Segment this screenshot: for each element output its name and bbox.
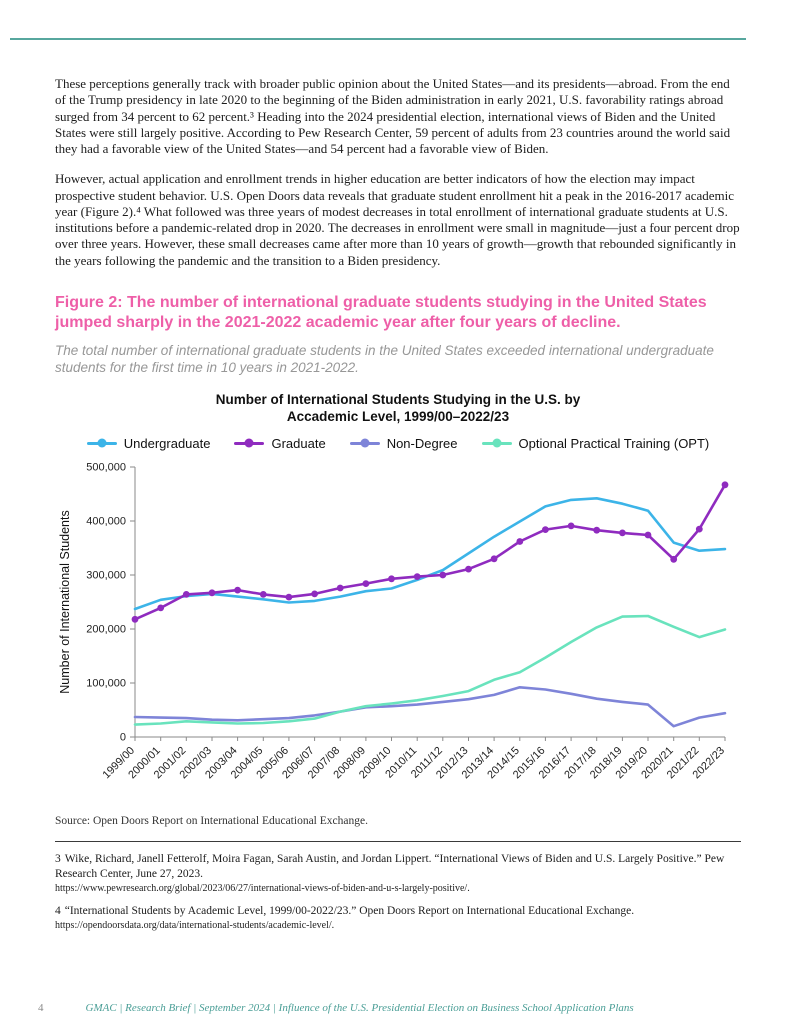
series-marker xyxy=(208,589,216,597)
y-axis-label: Number of International Students xyxy=(58,510,72,693)
chart-title-line-1: Number of International Students Studyin… xyxy=(215,391,581,407)
series-marker xyxy=(388,575,395,583)
header-rule xyxy=(10,38,746,40)
series-line xyxy=(133,483,727,621)
legend-label: Graduate xyxy=(271,435,326,451)
series-line xyxy=(133,685,727,728)
series-marker xyxy=(567,522,575,530)
series-marker xyxy=(721,481,729,489)
series-marker xyxy=(234,586,242,594)
footnote-text: Wike, Richard, Janell Fetterolf, Moira F… xyxy=(55,852,725,880)
series-marker xyxy=(182,590,190,598)
y-tick-label: 500,000 xyxy=(86,461,126,473)
y-tick-label: 300,000 xyxy=(86,569,126,581)
series-marker xyxy=(362,580,370,587)
footnote-separator xyxy=(55,840,741,842)
legend-item: Undergraduate xyxy=(86,435,211,451)
figure-title: Figure 2: The number of international gr… xyxy=(55,293,707,331)
series-marker xyxy=(311,590,318,598)
series-marker xyxy=(131,615,139,623)
legend-label: Optional Practical Training (OPT) xyxy=(518,435,710,451)
figure-chart: Number of International Students Studyin… xyxy=(55,391,741,809)
legend-line-marker-icon xyxy=(86,438,117,448)
footnote-marker: 3 xyxy=(55,852,61,865)
chart-legend: Undergraduate Graduate Non-Degree Optional … xyxy=(55,436,741,451)
series-marker xyxy=(413,573,421,580)
series-marker xyxy=(542,526,549,533)
series-marker xyxy=(619,529,626,537)
series-marker xyxy=(593,526,601,534)
footnotes-section: 3 Wike, Richard, Janell Fetterolf, Moira … xyxy=(55,852,741,932)
footnote-text: “International Students by Academic Leve… xyxy=(64,904,635,917)
series-marker xyxy=(157,604,165,612)
page-number: 4 xyxy=(38,1002,44,1014)
chart-source: Source: Open Doors Report on Internation… xyxy=(55,814,368,827)
body-paragraph-2: However, actual application and enrollme… xyxy=(55,171,740,268)
series-marker xyxy=(285,593,293,601)
series-marker xyxy=(465,565,472,573)
series-marker xyxy=(695,525,703,533)
figure-subtitle: The total number of international gradua… xyxy=(55,342,714,376)
series-marker xyxy=(644,531,652,539)
y-tick-label: 200,000 xyxy=(86,623,126,635)
chart-title-line-2: Accademic Level, 1999/00–2022/23 xyxy=(286,409,510,425)
legend-item: Graduate xyxy=(234,435,326,451)
y-tick-label: 0 xyxy=(120,731,126,743)
page-content: These perceptions generally track with b… xyxy=(55,76,741,941)
line-chart: 0100,000200,000300,000400,000500,0001999… xyxy=(58,461,729,781)
body-paragraph-1: These perceptions generally track with b… xyxy=(55,76,731,156)
legend-item: Optional Practical Training (OPT) xyxy=(481,435,710,451)
series-marker xyxy=(439,571,447,579)
legend-line-marker-icon xyxy=(481,438,512,448)
footnote-url: https://www.pewresearch.org/global/2023/… xyxy=(55,882,470,894)
series-marker xyxy=(336,584,344,592)
series-marker xyxy=(259,590,267,598)
y-tick-label: 400,000 xyxy=(86,515,126,527)
legend-line-marker-icon xyxy=(234,438,265,448)
footer-text: GMAC | Research Brief | September 2024 |… xyxy=(85,1002,634,1014)
series-marker xyxy=(490,555,498,563)
footnote-3: 3 Wike, Richard, Janell Fetterolf, Moira … xyxy=(55,852,741,895)
legend-label: Non-Degree xyxy=(386,435,458,451)
footnote-4: 4 “International Students by Academic Lev… xyxy=(55,904,741,932)
legend-line-marker-icon xyxy=(349,438,380,448)
legend-item: Non-Degree xyxy=(349,435,458,451)
series-marker xyxy=(516,538,524,545)
y-tick-label: 100,000 xyxy=(86,677,126,689)
series-marker xyxy=(670,555,678,563)
page-footer: 4 GMAC | Research Brief | September 2024… xyxy=(38,1002,748,1014)
legend-label: Undergraduate xyxy=(123,435,211,451)
series-line xyxy=(133,614,727,726)
chart-title: Number of International Students Studyin… xyxy=(55,391,741,426)
footnote-marker: 4 xyxy=(55,904,61,917)
footnote-url: https://opendoorsdata.org/data/internati… xyxy=(55,919,335,931)
